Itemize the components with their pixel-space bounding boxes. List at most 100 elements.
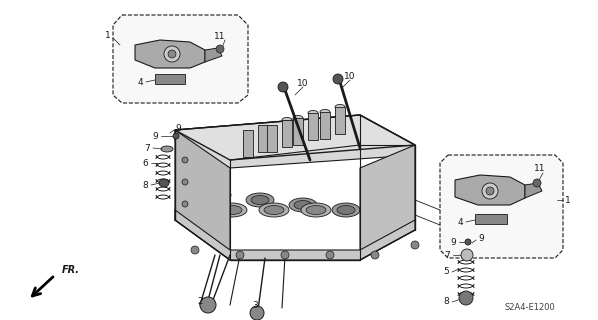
Ellipse shape xyxy=(335,132,345,137)
Ellipse shape xyxy=(320,140,330,145)
Text: 7: 7 xyxy=(444,251,450,260)
FancyBboxPatch shape xyxy=(308,113,318,140)
Polygon shape xyxy=(205,48,222,62)
Circle shape xyxy=(182,201,188,207)
Ellipse shape xyxy=(282,145,292,149)
Circle shape xyxy=(411,241,419,249)
Ellipse shape xyxy=(217,203,247,217)
Text: 8: 8 xyxy=(142,180,148,189)
Circle shape xyxy=(326,251,334,259)
Ellipse shape xyxy=(332,203,360,217)
Circle shape xyxy=(461,249,473,261)
Ellipse shape xyxy=(293,146,303,150)
Ellipse shape xyxy=(294,201,312,210)
Polygon shape xyxy=(175,130,230,260)
Ellipse shape xyxy=(243,157,253,163)
Text: 9: 9 xyxy=(450,237,456,246)
Ellipse shape xyxy=(258,149,268,155)
Ellipse shape xyxy=(289,198,317,212)
Text: S2A4-E1200: S2A4-E1200 xyxy=(505,303,556,313)
Text: 1: 1 xyxy=(105,30,111,39)
Ellipse shape xyxy=(203,188,231,202)
Ellipse shape xyxy=(222,205,242,214)
FancyBboxPatch shape xyxy=(293,118,303,145)
Text: 9: 9 xyxy=(175,124,181,132)
Polygon shape xyxy=(113,15,248,103)
Circle shape xyxy=(200,297,216,313)
Ellipse shape xyxy=(258,123,268,127)
Text: 4: 4 xyxy=(137,77,143,86)
Polygon shape xyxy=(525,183,542,198)
FancyBboxPatch shape xyxy=(475,214,507,224)
Circle shape xyxy=(281,251,289,259)
Ellipse shape xyxy=(161,146,173,152)
Polygon shape xyxy=(135,40,205,68)
Circle shape xyxy=(168,50,176,58)
Circle shape xyxy=(465,239,471,245)
Text: 11: 11 xyxy=(534,164,546,172)
Ellipse shape xyxy=(180,205,200,214)
Ellipse shape xyxy=(301,203,331,217)
Ellipse shape xyxy=(246,193,274,207)
Circle shape xyxy=(371,251,379,259)
Ellipse shape xyxy=(264,205,284,214)
Polygon shape xyxy=(175,210,415,260)
Text: 6: 6 xyxy=(142,158,148,167)
Circle shape xyxy=(333,74,343,84)
Ellipse shape xyxy=(306,205,326,214)
Text: 3: 3 xyxy=(252,301,258,310)
Text: 1: 1 xyxy=(565,196,571,204)
FancyBboxPatch shape xyxy=(267,125,277,152)
FancyBboxPatch shape xyxy=(258,125,268,152)
Ellipse shape xyxy=(243,127,253,132)
FancyBboxPatch shape xyxy=(335,107,345,134)
Polygon shape xyxy=(175,115,415,160)
Text: 7: 7 xyxy=(144,143,150,153)
Ellipse shape xyxy=(251,196,269,204)
Circle shape xyxy=(250,306,264,320)
Text: 10: 10 xyxy=(297,78,309,87)
Circle shape xyxy=(173,133,179,139)
Ellipse shape xyxy=(320,109,330,115)
FancyBboxPatch shape xyxy=(320,112,330,139)
Polygon shape xyxy=(175,115,415,168)
FancyBboxPatch shape xyxy=(243,130,253,157)
Circle shape xyxy=(486,187,494,195)
Circle shape xyxy=(459,291,473,305)
Text: 8: 8 xyxy=(443,298,449,307)
Text: 11: 11 xyxy=(214,31,226,41)
Polygon shape xyxy=(360,145,415,260)
Text: 10: 10 xyxy=(344,71,356,81)
Text: FR.: FR. xyxy=(62,265,80,275)
Circle shape xyxy=(482,183,498,199)
Ellipse shape xyxy=(308,138,318,142)
Circle shape xyxy=(164,46,180,62)
Circle shape xyxy=(216,45,224,53)
Polygon shape xyxy=(455,175,525,205)
Polygon shape xyxy=(440,155,563,258)
Ellipse shape xyxy=(335,105,345,109)
Ellipse shape xyxy=(159,179,169,187)
Text: 5: 5 xyxy=(443,268,449,276)
Text: 2: 2 xyxy=(197,298,203,307)
Ellipse shape xyxy=(267,123,277,127)
Ellipse shape xyxy=(175,203,205,217)
Circle shape xyxy=(533,179,541,187)
Ellipse shape xyxy=(337,205,355,214)
FancyBboxPatch shape xyxy=(282,120,292,147)
Ellipse shape xyxy=(293,116,303,121)
Ellipse shape xyxy=(259,203,289,217)
Ellipse shape xyxy=(267,153,277,157)
Circle shape xyxy=(182,157,188,163)
Ellipse shape xyxy=(308,110,318,116)
Text: 4: 4 xyxy=(457,218,463,227)
Circle shape xyxy=(236,251,244,259)
Ellipse shape xyxy=(282,117,292,123)
Circle shape xyxy=(191,246,199,254)
Text: 9: 9 xyxy=(152,132,158,140)
Ellipse shape xyxy=(460,252,474,258)
Circle shape xyxy=(278,82,288,92)
Text: 9: 9 xyxy=(478,234,484,243)
Ellipse shape xyxy=(208,190,226,199)
FancyBboxPatch shape xyxy=(155,74,185,84)
